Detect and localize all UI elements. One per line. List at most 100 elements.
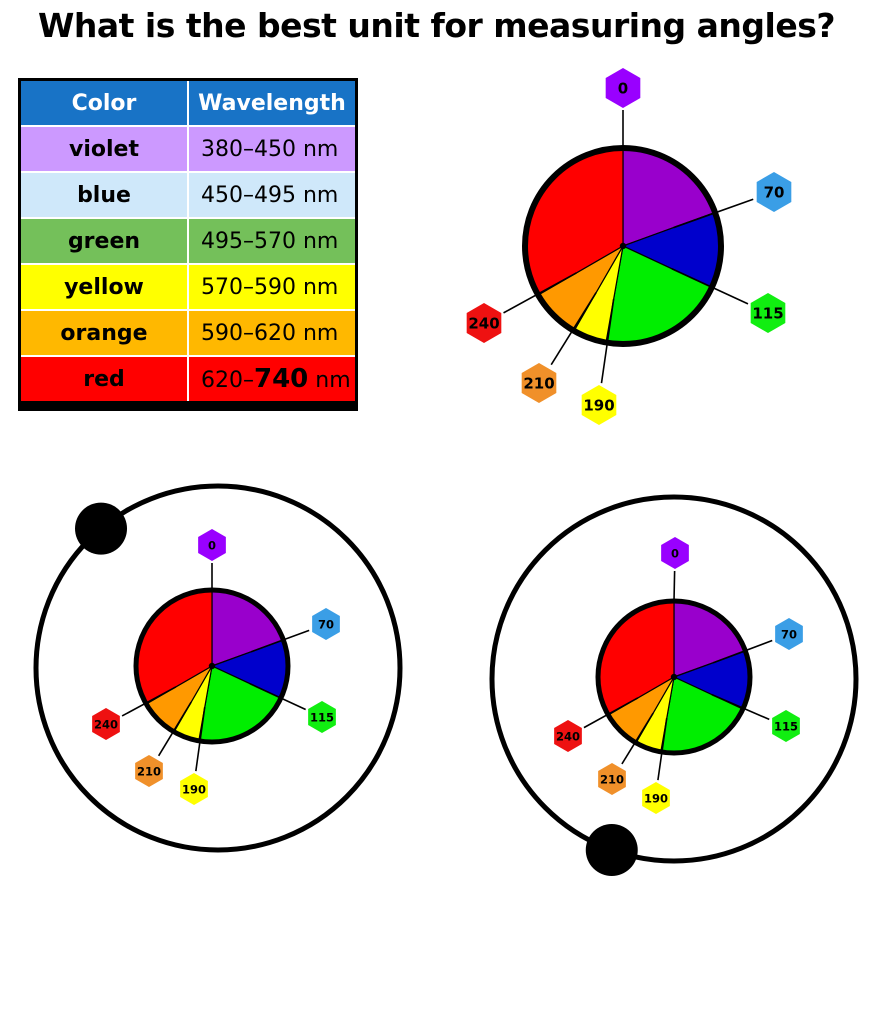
angle-label: 210 [523, 375, 554, 393]
table-row: orange 590–620 nm [18, 309, 358, 357]
leader-line [503, 272, 577, 314]
wavelength-unit: nm [295, 320, 339, 346]
angle-label: 210 [600, 773, 624, 787]
wavelength-cell: 495–570 nm [187, 217, 358, 265]
angle-marker-190 [581, 385, 617, 425]
angle-marker-240 [554, 720, 582, 752]
angle-marker-115 [772, 710, 800, 742]
wavelength-range: 590–620 [201, 320, 296, 346]
angle-label: 210 [137, 765, 161, 779]
color-name-cell: blue [18, 171, 189, 219]
leader-line [673, 570, 676, 602]
angle-label: 115 [774, 720, 798, 734]
wavelength-cell: 570–590 nm [187, 263, 358, 311]
angle-marker-0 [605, 68, 641, 108]
leader-line [712, 639, 773, 664]
leader-line [583, 697, 639, 729]
angle-marker-115 [308, 701, 336, 733]
color-name-cell: yellow [18, 263, 189, 311]
angle-label: 70 [781, 628, 797, 642]
column-header-wavelength: Wavelength [187, 78, 358, 127]
wavelength-range: 620– [201, 368, 254, 393]
angle-marker-70 [756, 172, 792, 212]
wavelength-range-end: 740 [254, 364, 309, 394]
table-header-row: Color Wavelength [18, 78, 358, 127]
wavelength-cell: 620–740 nm [187, 355, 358, 407]
wavelength-unit: nm [295, 182, 339, 208]
angle-label: 240 [94, 718, 118, 732]
color-name-cell: green [18, 217, 189, 265]
angle-marker-70 [312, 608, 340, 640]
wavelength-range: 570–590 [201, 274, 296, 300]
orbiting-dot [75, 502, 128, 555]
angle-label: 70 [764, 184, 785, 202]
wavelength-unit: nm [295, 136, 339, 162]
table-row: blue 450–495 nm [18, 171, 358, 219]
table-row: violet 380–450 nm [18, 125, 358, 173]
angle-label: 190 [182, 783, 206, 797]
wavelength-cell: 590–620 nm [187, 309, 358, 357]
wavelength-range: 380–450 [201, 136, 296, 162]
wheel-center [619, 242, 627, 250]
orbit-ring [489, 494, 859, 864]
color-wheel: 0 70 115 190 210 240 [92, 529, 340, 805]
wavelength-range: 495–570 [201, 228, 296, 254]
angle-label: 190 [583, 397, 614, 415]
leader-line [249, 682, 306, 711]
angle-marker-0 [198, 529, 226, 561]
table-row: red 620–740 nm [18, 355, 358, 407]
orbit-left [33, 483, 403, 853]
column-header-color: Color [18, 78, 189, 127]
angle-label: 115 [752, 305, 783, 323]
angle-label: 190 [644, 792, 668, 806]
wavelength-cell: 380–450 nm [187, 125, 358, 173]
color-name-cell: violet [18, 125, 189, 173]
wheel-center [670, 673, 678, 681]
leader-line [157, 701, 192, 757]
table-row: yellow 570–590 nm [18, 263, 358, 311]
leader-line [673, 198, 754, 229]
angle-marker-240 [466, 303, 502, 343]
orbit-right [489, 494, 859, 877]
angle-marker-240 [92, 708, 120, 740]
wavelength-range: 450–495 [201, 182, 296, 208]
angle-label: 0 [208, 539, 216, 553]
angle-marker-210 [135, 755, 163, 787]
wavelength-table: Color Wavelength violet 380–450 nm blue 450… [18, 78, 358, 411]
leader-line [550, 292, 597, 366]
page-title: What is the best unit for measuring angl… [38, 6, 836, 45]
leader-line [251, 629, 310, 653]
color-name-cell: orange [18, 309, 189, 357]
orbiting-dot [585, 824, 638, 877]
angle-marker-70 [775, 618, 803, 650]
angle-label: 240 [556, 730, 580, 744]
wavelength-unit: nm [295, 274, 339, 300]
angle-label: 240 [468, 315, 499, 333]
angle-marker-0 [661, 537, 689, 569]
angle-label: 0 [671, 547, 679, 561]
color-wheel: 0 70 115 190 210 240 [554, 537, 803, 814]
table-row: green 495–570 nm [18, 217, 358, 265]
angle-label: 0 [618, 80, 628, 98]
wavelength-unit: nm [308, 368, 351, 393]
leader-line [657, 718, 668, 781]
angle-marker-190 [642, 782, 670, 814]
angle-marker-190 [180, 773, 208, 805]
angle-marker-210 [521, 363, 557, 403]
leader-line [621, 712, 654, 765]
angle-label: 115 [310, 711, 334, 725]
leader-line [711, 693, 770, 721]
leader-line [121, 686, 177, 717]
angle-marker-115 [750, 293, 786, 333]
color-name-cell: red [18, 355, 189, 407]
wheel-center [208, 662, 216, 670]
angle-label: 70 [318, 618, 334, 632]
wavelength-cell: 450–495 nm [187, 171, 358, 219]
orbit-ring [33, 483, 403, 853]
leader-line [195, 707, 206, 772]
angle-marker-210 [598, 763, 626, 795]
leader-line [671, 268, 749, 305]
color-wheel: 0 70 115 190 210 240 [466, 68, 792, 425]
leader-line [600, 298, 615, 384]
